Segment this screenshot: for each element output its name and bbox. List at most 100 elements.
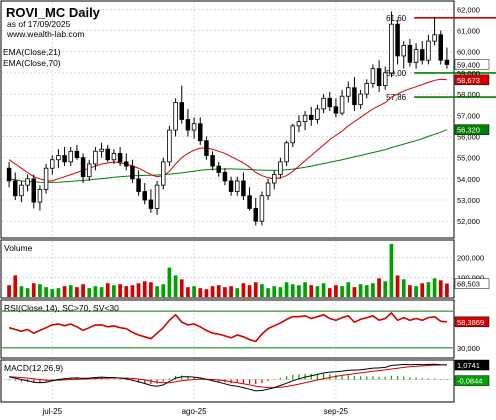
macd-line <box>8 363 447 392</box>
volume-bar <box>105 283 110 297</box>
macd-histogram-bar <box>322 373 325 380</box>
price-tick-label: 55,000 <box>457 154 480 163</box>
volume-bar <box>130 285 135 297</box>
candle-body <box>154 184 160 209</box>
volume-bar <box>315 286 320 297</box>
chart-date: as of 17/09/2025 <box>7 19 71 29</box>
macd-last-label: 1,0741 <box>457 361 480 370</box>
macd-histogram-bar <box>162 379 164 382</box>
macd-histogram-bar <box>156 379 158 384</box>
macd-histogram-bar <box>329 374 331 380</box>
macd-histogram-bar <box>440 379 442 380</box>
candle-body <box>389 23 394 74</box>
volume-bar <box>25 288 30 297</box>
candle-body <box>376 68 382 87</box>
volume-bar <box>223 287 227 297</box>
candle-body <box>80 157 86 178</box>
volume-bar <box>247 285 252 297</box>
candle-body <box>432 34 437 42</box>
candle-body <box>247 195 252 209</box>
candle-body <box>339 95 345 114</box>
candle-body <box>352 87 357 106</box>
price-tick-label: 58,000 <box>457 90 480 99</box>
macd-histogram-bar <box>205 379 208 380</box>
macd-histogram-bar <box>316 373 319 380</box>
price-tick-label: 53,000 <box>457 196 480 205</box>
x-tick-label: sep-25 <box>324 407 349 416</box>
candle-body <box>401 44 406 57</box>
macd-histogram-bar <box>409 377 411 380</box>
volume-bar <box>81 284 85 297</box>
candle-body <box>265 182 271 197</box>
candle-body <box>290 125 295 144</box>
support-resistance-levels: 61,60 59,00 57,86 <box>386 14 496 102</box>
macd-histogram-bar <box>14 379 16 381</box>
price-tick-label: 52,000 <box>457 217 480 226</box>
candle-body <box>130 165 135 180</box>
price-panel-frame <box>0 0 455 239</box>
macd-histogram-bar <box>100 378 103 380</box>
volume-bar <box>62 286 67 297</box>
candle-body <box>327 97 332 108</box>
volume-bar <box>13 275 18 297</box>
candle-body <box>438 34 443 61</box>
rsi-last-label-box <box>454 316 490 328</box>
macd-histogram-bar <box>236 379 238 383</box>
volume-bar <box>309 285 314 297</box>
volume-last-label-box <box>454 278 490 289</box>
volume-panel-label: Volume <box>4 243 33 253</box>
macd-histogram-bar <box>378 376 380 380</box>
volume-bar <box>241 283 246 297</box>
macd-lines <box>8 363 448 392</box>
candle-body <box>345 87 351 97</box>
volume-bar <box>420 283 425 297</box>
volume-bar <box>56 288 61 297</box>
candle-body <box>259 195 265 222</box>
volume-bar <box>389 243 394 297</box>
macd-histogram-bar <box>193 377 195 380</box>
volume-bar <box>253 282 258 297</box>
macd-histogram-bar <box>427 378 430 380</box>
macd-histogram-bar <box>279 377 282 380</box>
candle-body <box>333 106 339 114</box>
macd-histogram-bar <box>39 379 41 383</box>
macd-histogram-bar <box>113 378 115 380</box>
volume-bar <box>340 286 344 297</box>
volume-bar <box>216 285 221 297</box>
volume-bar <box>377 278 381 297</box>
macd-histogram-bar <box>150 379 152 384</box>
level-label: 61,60 <box>386 14 407 23</box>
macd-histogram-bar <box>137 379 140 383</box>
volume-bar <box>235 288 240 297</box>
volume-bar <box>124 286 129 297</box>
price-tick-label: 61,000 <box>457 27 480 36</box>
volume-bar <box>149 282 153 297</box>
x-axis-labels: jul-25 ago-25 sep-25 <box>41 407 348 416</box>
candle-body <box>148 199 154 209</box>
macd-histogram-bar <box>144 379 146 384</box>
volume-bar <box>395 275 400 297</box>
candle-body <box>241 180 246 197</box>
volume-bar <box>50 289 55 297</box>
volume-bar <box>364 285 369 297</box>
candle-body <box>111 152 117 161</box>
candle-body <box>167 129 172 163</box>
candle-body <box>228 180 234 192</box>
x-tick-label: jul-25 <box>41 407 62 416</box>
candle-body <box>99 148 104 152</box>
candle-body <box>284 142 289 163</box>
volume-bar <box>7 285 11 297</box>
candle-body <box>370 68 376 84</box>
candle-body <box>31 178 36 203</box>
candle-body <box>204 140 209 156</box>
volume-bar <box>445 283 449 297</box>
price-tick-label: 59,000 <box>457 69 480 78</box>
candle-body <box>296 121 302 127</box>
macd-histogram-bar <box>415 377 417 380</box>
volume-bar <box>327 288 332 297</box>
volume-bar <box>321 283 326 297</box>
macd-histogram-bar <box>359 376 362 380</box>
volume-bar <box>136 283 141 297</box>
ema70-legend: EMA(Close,70) <box>3 58 61 68</box>
macd-histogram-bar <box>248 379 251 384</box>
